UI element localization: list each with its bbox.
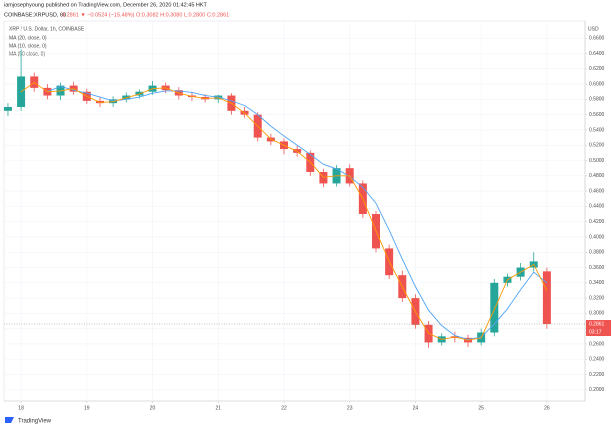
x-tick-label: 22 <box>281 405 287 411</box>
candle-body <box>3 106 12 111</box>
x-tick-label: 26 <box>544 405 550 411</box>
y-tick-label: 0.4200 <box>589 219 605 225</box>
y-tick-label: 0.4400 <box>589 204 605 210</box>
y-tick-label: 0.5200 <box>589 143 605 149</box>
x-tick-label: 24 <box>413 405 419 411</box>
last-price-tag <box>586 320 611 329</box>
marks <box>3 49 551 348</box>
y-tick-label: 0.3000 <box>589 311 605 317</box>
candle-body <box>542 271 551 325</box>
y-tick-label: 0.5400 <box>589 127 605 133</box>
brand: TradingView <box>18 419 52 425</box>
y-tick-label: 0.2600 <box>589 341 605 347</box>
symbol: COINBASE:XRPUSD, 60 <box>4 12 66 18</box>
y-tick-label: 0.6000 <box>589 81 605 87</box>
y-tick-label: 0.3400 <box>589 280 605 286</box>
y-tick-label: 0.5000 <box>589 158 605 164</box>
legend-entry: MA (10, close, 0) <box>9 43 47 49</box>
x-tick-label: 18 <box>18 405 24 411</box>
x-tick-label: 25 <box>478 405 484 411</box>
y-tick-label: 0.4600 <box>589 188 605 194</box>
instrument-title: XRP / U.S. Dollar, 1h, COINBASE <box>9 26 85 32</box>
y-tick-label: 0.4000 <box>589 234 605 240</box>
y-tick-label: 0.3800 <box>589 250 605 256</box>
y-tick-label: 0.2400 <box>589 357 605 363</box>
y-tick-label: 0.5800 <box>589 97 605 103</box>
candle-body <box>490 282 499 333</box>
legend-extra: MA (50 close, 0) <box>9 51 45 57</box>
countdown: 03:17 <box>589 329 602 335</box>
currency: USD <box>588 26 599 32</box>
ma-line <box>20 81 548 341</box>
x-tick-label: 20 <box>150 405 156 411</box>
grid <box>4 21 585 401</box>
y-tick-label: 0.3600 <box>589 265 605 271</box>
ma-line <box>47 85 548 340</box>
y-tick-label: 0.5600 <box>589 112 605 118</box>
author-line: iamjosephyoung published on TradingView.… <box>4 2 208 8</box>
x-tick-label: 21 <box>215 405 221 411</box>
y-tick-label: 0.6600 <box>589 36 605 42</box>
candle-body <box>17 76 26 107</box>
y-tick-label: 0.3200 <box>589 295 605 301</box>
x-tick-label: 23 <box>347 405 353 411</box>
y-tick-label: 0.6400 <box>589 51 605 57</box>
y-tick-label: 0.2000 <box>589 387 605 393</box>
x-tick-label: 19 <box>84 405 90 411</box>
brand-logo <box>5 417 14 423</box>
countdown-tag <box>586 328 611 337</box>
y-tick-label: 0.4800 <box>589 173 605 179</box>
quote: 0.2861 ▼ −0.0524 (−15.48%) O:0.3082 H:0.… <box>62 12 229 18</box>
y-tick-label: 0.2200 <box>589 372 605 378</box>
last-price-label: 0.2861 <box>589 321 605 327</box>
y-tick-label: 0.6200 <box>589 66 605 72</box>
legend-entry: MA (20, close, 0) <box>9 35 47 41</box>
